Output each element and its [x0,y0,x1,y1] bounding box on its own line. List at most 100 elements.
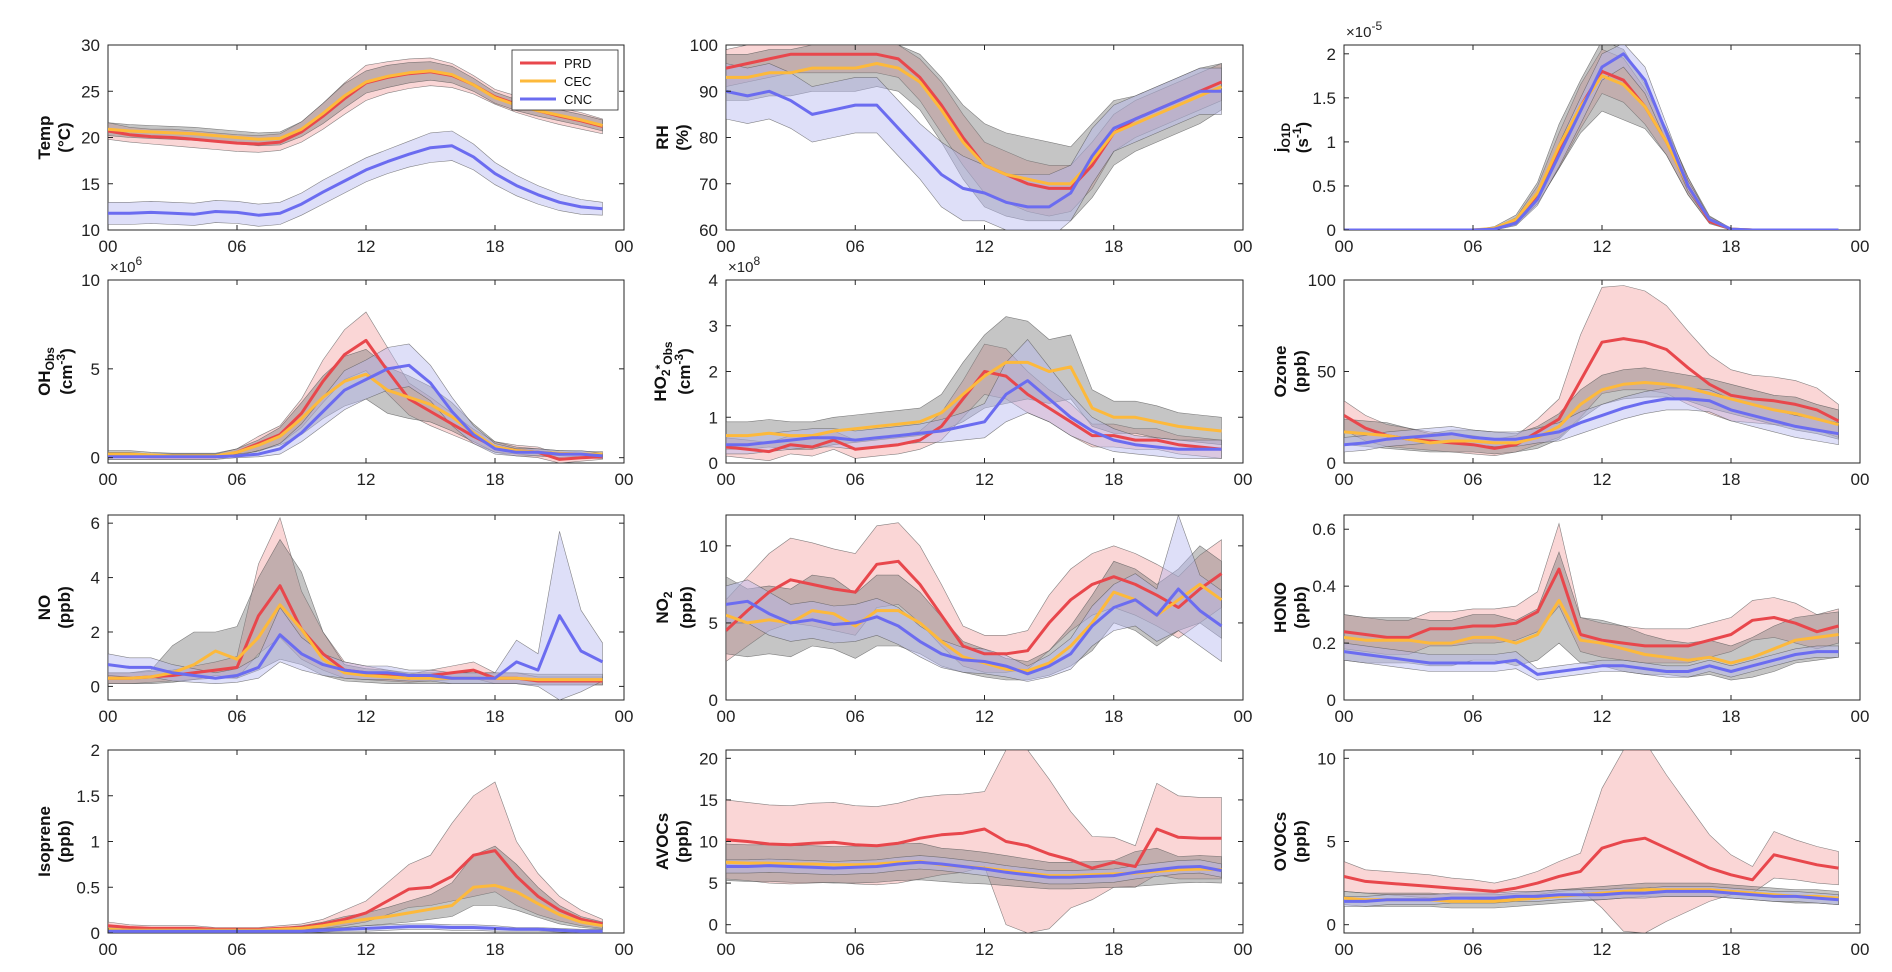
series-line-cnc [108,925,603,933]
y-axis-label-part: ) [1293,122,1312,128]
plot-area [1344,45,1839,230]
x-tick-label: 18 [1104,940,1123,959]
y-tick-label: 0.2 [1312,634,1336,653]
x-tick-label: 00 [1234,940,1253,959]
band-cnc [726,515,1222,682]
plot-area [726,316,1222,462]
y-tick-label: 5 [1327,833,1336,852]
y-axis-label-line: jO1D [1271,122,1293,153]
x-tick-label: 06 [228,940,247,959]
y-axis-label-part: ) [675,348,694,354]
y-tick-label: 4 [709,271,718,290]
y-tick-label: 10 [699,833,718,852]
series-line-prd [1344,836,1839,893]
y-tick-label: 90 [699,82,718,101]
x-tick-label: 06 [1464,237,1483,256]
plot-area [726,750,1222,933]
y-axis-label-line: (°C) [55,122,74,152]
x-tick-label: 12 [357,237,376,256]
y-axis-label-part: Obs [661,341,675,365]
y-tick-label: 0 [91,677,100,696]
y-axis-label-part: (%) [673,124,692,150]
y-axis-label: jO1D (s-1) [1271,122,1312,153]
y-axis-label-part: (°C) [55,122,74,152]
y-axis-label-line: (ppb) [1291,350,1310,392]
series-line-cec [1344,598,1839,665]
y-tick-label: 60 [699,221,718,240]
series-line-cec [108,603,603,682]
series-line-cnc [726,860,1222,879]
series-line-cnc [726,587,1223,676]
x-tick-label: 18 [486,940,505,959]
y-tick-label: 6 [91,514,100,533]
x-tick-label: 00 [615,470,634,489]
y-tick-label: 15 [81,175,100,194]
y-axis-label: Ozone (ppb) [1271,346,1310,398]
plot-area [1344,285,1840,457]
multiplier-exponent: 8 [753,254,760,268]
y-tick-label: 25 [81,82,100,101]
y-tick-label: 5 [709,614,718,633]
y-axis-label-part: (ppb) [55,586,74,628]
multiplier-exponent: 6 [135,254,142,268]
y-axis-label-part: -1 [1290,127,1304,138]
band-cnc [108,130,603,227]
y-axis-label-line: (cm-3) [54,348,76,395]
y-tick-label: 0 [1327,916,1336,935]
series-line-cec [726,62,1223,186]
y-tick-label: 0 [91,449,100,468]
y-tick-label: 2 [709,363,718,382]
y-tick-label: 10 [1317,749,1336,768]
y-axis-label-part: Obs [43,347,57,371]
y-axis-label-part: 2 [661,591,675,598]
y-axis-label: OHObs(cm-3) [35,347,76,396]
series-line-prd [1344,567,1839,648]
y-axis-label-part: j [1271,147,1290,153]
axis-multiplier: ×108 [728,254,760,276]
y-axis-label-part: HO [651,376,670,402]
y-tick-label: 1 [709,408,718,427]
x-tick-label: 12 [357,470,376,489]
multiplier-base: ×10 [110,259,135,276]
y-axis-label-line: Ozone [1271,346,1290,398]
band-cec [108,61,603,147]
y-tick-label: 5 [709,874,718,893]
x-tick-label: 06 [1464,940,1483,959]
x-tick-label: 18 [486,707,505,726]
y-axis-label-part: Ozone [1271,346,1290,398]
x-tick-label: 00 [615,940,634,959]
x-tick-label: 12 [975,707,994,726]
band-cnc [1344,642,1839,681]
plot-area [108,781,603,933]
y-tick-label: 4 [91,569,100,588]
y-tick-label: 2 [91,623,100,642]
y-axis-label-part: (s [1293,138,1312,153]
series-line-prd [726,827,1222,870]
plot-area [108,311,603,463]
y-axis-label-part: AVOCs [653,813,672,870]
y-axis-label: HONO (ppb) [1271,582,1310,633]
y-axis-label-line: (ppb) [1291,820,1310,862]
x-tick-label: 06 [846,237,865,256]
x-tick-label: 12 [975,237,994,256]
y-axis-label-part: * [653,364,667,369]
y-tick-label: 30 [81,36,100,55]
y-tick-label: 0 [1327,454,1336,473]
y-axis-label-part: (ppb) [673,820,692,862]
y-tick-label: 10 [699,537,718,556]
x-tick-label: 06 [846,940,865,959]
x-tick-label: 00 [717,940,736,959]
band-cec [108,538,603,686]
y-axis-label-part: OVOCs [1271,812,1290,872]
y-axis-label: HO2*Obs(cm-3) [651,341,694,402]
x-tick-label: 00 [99,940,118,959]
y-axis-label-part: 2 [659,369,673,376]
y-tick-label: 1.5 [76,787,100,806]
y-axis-label: Isoprene (ppb) [35,806,74,877]
legend: PRD CEC CNC [511,49,619,111]
